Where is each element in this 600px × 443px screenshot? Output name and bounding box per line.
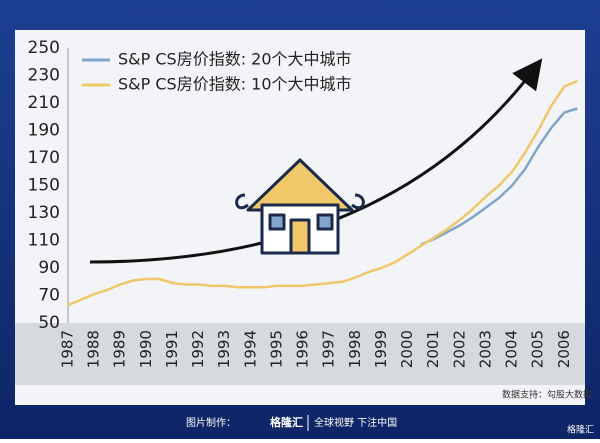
y-tick-label: 170 (28, 148, 60, 168)
x-tick-label: 1999 (372, 330, 390, 368)
y-tick-label: 250 (28, 38, 60, 58)
x-tick-label: 1987 (59, 330, 77, 368)
x-tick-label: 2005 (529, 330, 547, 368)
x-tick-label: 1989 (111, 330, 129, 368)
x-tick-label: 1994 (241, 330, 259, 368)
x-axis-band (15, 323, 585, 385)
legend-label: S&P CS房价指数: 20个大中城市 (118, 50, 352, 69)
x-tick-label: 1988 (85, 330, 103, 368)
y-tick-label: 130 (28, 203, 60, 223)
x-tick-label: 1993 (215, 330, 233, 368)
y-tick-label: 90 (38, 258, 60, 278)
series-line (67, 79, 578, 307)
y-tick-label: 50 (38, 313, 60, 333)
x-tick-label: 2002 (450, 330, 468, 368)
x-tick-label: 2003 (476, 330, 494, 368)
source-note: 数据支持：勾股大数据 (502, 389, 592, 401)
legend-label: S&P CS房价指数: 10个大中城市 (118, 75, 352, 94)
series-line (420, 107, 578, 246)
x-tick-label: 1996 (294, 330, 312, 368)
x-tick-label: 1992 (189, 330, 207, 368)
house-icon (235, 158, 365, 255)
x-tick-label: 1991 (163, 330, 181, 368)
y-tick-label: 210 (28, 93, 60, 113)
x-tick-label: 2004 (503, 330, 521, 368)
footer-corner: 格隆汇 (567, 424, 594, 436)
x-tick-label: 1998 (346, 330, 364, 368)
y-tick-label: 70 (38, 286, 60, 306)
x-tick-label: 1997 (320, 330, 338, 368)
x-tick-label: 1990 (137, 330, 155, 368)
footer-made-by: 图片制作： (186, 416, 236, 429)
y-tick-label: 110 (28, 231, 60, 251)
x-tick-label: 2000 (398, 330, 416, 368)
y-tick-label: 190 (28, 121, 60, 141)
x-tick-label: 2001 (424, 330, 442, 368)
x-tick-label: 1995 (267, 330, 285, 368)
footer-slogan: 全球视野 下注中国 (314, 416, 397, 429)
x-tick-label: 2006 (555, 330, 573, 368)
y-tick-label: 230 (28, 66, 60, 86)
y-tick-label: 150 (28, 176, 60, 196)
footer-brand: 格隆汇 (270, 415, 303, 429)
